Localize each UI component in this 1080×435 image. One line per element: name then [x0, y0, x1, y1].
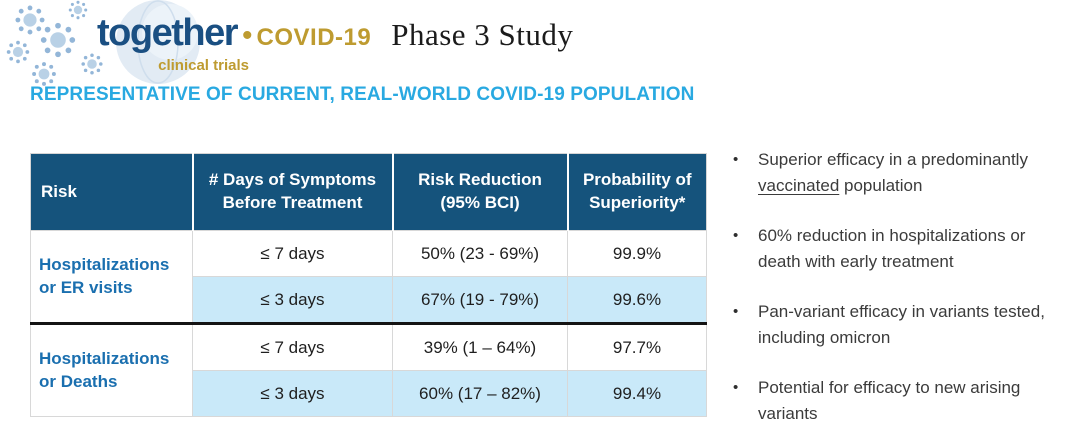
- bullet-text-underlined: vaccinated: [758, 175, 840, 195]
- column-header-risk: Risk: [30, 153, 194, 231]
- list-item: • Pan-variant efficacy in variants teste…: [733, 299, 1060, 350]
- bullet-text-post: population: [839, 175, 923, 195]
- header-title-row: together • COVID-19 Phase 3 Study: [97, 12, 573, 55]
- list-item: • 60% reduction in hospitalizations or d…: [733, 223, 1060, 274]
- brand-wordmark: together: [97, 12, 239, 54]
- cell-probability: 99.9%: [567, 230, 707, 277]
- cell-reduction: 39% (1 – 64%): [392, 322, 568, 371]
- cell-days: ≤ 3 days: [192, 276, 393, 324]
- bullet-icon: •: [733, 151, 739, 168]
- bullet-text: Superior efficacy in a predominantly vac…: [758, 147, 1060, 198]
- bullet-text: Potential for efficacy to new arising va…: [758, 375, 1060, 426]
- cell-reduction: 67% (19 - 79%): [392, 276, 568, 324]
- cell-days: ≤ 7 days: [192, 322, 393, 371]
- results-table: Risk # Days of Symptoms Before Treatment…: [30, 153, 707, 417]
- cell-days: ≤ 7 days: [192, 230, 393, 277]
- cell-reduction: 60% (17 – 82%): [392, 370, 568, 417]
- table-row: Hospitalizations or Deaths ≤ 7 days 39% …: [30, 322, 707, 417]
- virus-globe-icon: [6, 0, 200, 86]
- cell-days: ≤ 3 days: [192, 370, 393, 417]
- list-item: • Potential for efficacy to new arising …: [733, 375, 1060, 426]
- cell-reduction: 50% (23 - 69%): [392, 230, 568, 277]
- risk-group-label: Hospitalizations or ER visits: [30, 230, 193, 324]
- column-header-reduction: Risk Reduction (95% BCI): [392, 153, 569, 231]
- cell-probability: 97.7%: [567, 322, 707, 371]
- bullet-icon: •: [733, 303, 739, 320]
- bullet-text: Pan-variant efficacy in variants tested,…: [758, 299, 1060, 350]
- list-item: • Superior efficacy in a predominantly v…: [733, 147, 1060, 198]
- brand-tagline: clinical trials: [158, 57, 249, 74]
- bullet-text: 60% reduction in hospitalizations or dea…: [758, 223, 1060, 274]
- key-findings-list: • Superior efficacy in a predominantly v…: [733, 147, 1060, 435]
- bullet-icon: •: [733, 227, 739, 244]
- brand-tagline-wrap: clinical trials: [97, 57, 249, 75]
- table-row: Hospitalizations or ER visits ≤ 7 days 5…: [30, 230, 707, 324]
- bullet-text-pre: Potential for efficacy to new arising va…: [758, 378, 1021, 423]
- table-row: ≤ 3 days 67% (19 - 79%) 99.6%: [31, 276, 707, 324]
- brand-dot-icon: •: [242, 19, 253, 52]
- cell-probability: 99.4%: [567, 370, 707, 417]
- table-header-row: Risk # Days of Symptoms Before Treatment…: [30, 153, 707, 231]
- column-header-days: # Days of Symptoms Before Treatment: [192, 153, 394, 231]
- column-header-probability: Probability of Superiority*: [567, 153, 707, 231]
- subtitle: REPRESENTATIVE OF CURRENT, REAL-WORLD CO…: [30, 84, 695, 105]
- bullet-text-pre: Superior efficacy in a predominantly: [758, 150, 1028, 169]
- bullet-icon: •: [733, 379, 739, 396]
- bullet-text-pre: Pan-variant efficacy in variants tested,…: [758, 302, 1045, 347]
- page-title: Phase 3 Study: [391, 17, 574, 52]
- bullet-text-pre: 60% reduction in hospitalizations or dea…: [758, 226, 1026, 271]
- table-row: ≤ 3 days 60% (17 – 82%) 99.4%: [31, 370, 707, 417]
- risk-group-label: Hospitalizations or Deaths: [30, 322, 193, 417]
- cell-probability: 99.6%: [567, 276, 707, 324]
- covid-label: COVID-19: [256, 24, 372, 51]
